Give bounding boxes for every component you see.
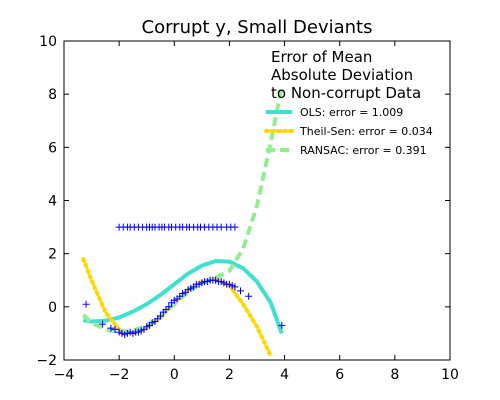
legend-title: Error of Mean Absolute Deviation to Non-co… <box>271 48 421 102</box>
x-tick-label: 4 <box>280 367 289 383</box>
data-point <box>107 324 115 332</box>
data-point <box>245 292 253 300</box>
legend-label-0: OLS: error = 1.009 <box>300 106 403 119</box>
x-tick-label: 6 <box>335 367 344 383</box>
x-tick-label: 10 <box>441 367 459 383</box>
legend: Error of Mean Absolute Deviation to Non-co… <box>264 48 433 157</box>
data-point <box>82 300 90 308</box>
x-tick-label: 8 <box>390 367 399 383</box>
y-tick-label: 6 <box>48 140 57 156</box>
data-point <box>231 283 239 291</box>
x-tick-label: −4 <box>54 367 75 383</box>
data-point <box>237 287 244 295</box>
data-point <box>231 223 239 231</box>
legend-label-2: RANSAC: error = 0.391 <box>300 144 427 157</box>
legend-label-1: Theil-Sen: error = 0.034 <box>299 125 433 138</box>
data-point <box>278 321 286 329</box>
y-tick-label: 4 <box>48 194 57 210</box>
y-tick-label: 0 <box>48 300 57 316</box>
y-tick-label: 8 <box>48 87 57 103</box>
data-point <box>111 325 119 333</box>
series-line-2 <box>81 85 284 335</box>
x-tick-label: −2 <box>109 367 130 383</box>
plot-area <box>81 85 286 358</box>
data-point <box>157 312 164 320</box>
y-tick-label: −2 <box>36 353 57 369</box>
chart-title: Corrupt y, Small Deviants <box>142 17 373 38</box>
data-point <box>165 303 173 311</box>
x-tick-label: 2 <box>225 367 234 383</box>
x-tick-label: 0 <box>170 367 179 383</box>
y-tick-label: 2 <box>48 247 57 263</box>
y-tick-label: 10 <box>39 34 57 50</box>
data-point <box>99 320 107 328</box>
